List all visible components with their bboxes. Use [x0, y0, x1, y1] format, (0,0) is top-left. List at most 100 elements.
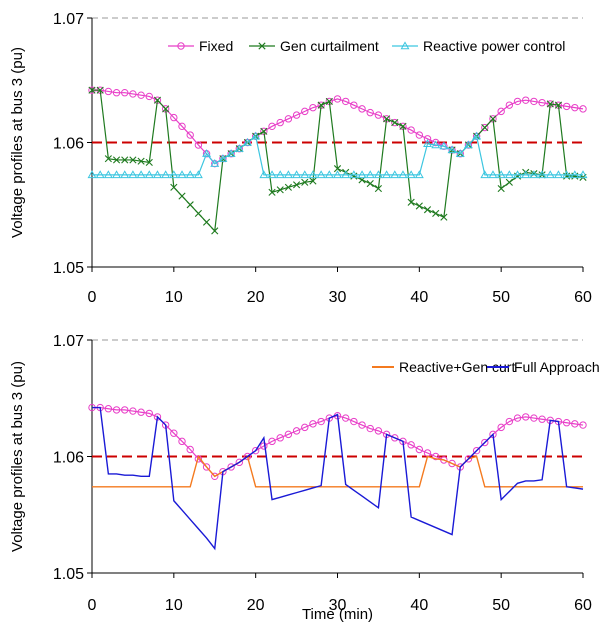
data-point	[538, 98, 546, 107]
data-point	[276, 434, 284, 442]
data-point	[284, 183, 292, 191]
data-point	[504, 170, 514, 179]
data-point	[571, 103, 579, 112]
data-point	[96, 86, 104, 94]
data-point	[391, 434, 399, 442]
data-point	[144, 170, 154, 179]
data-point	[472, 131, 482, 140]
data-point	[415, 202, 423, 210]
x-tick-label: 20	[247, 597, 265, 614]
x-tick-label: 30	[329, 597, 347, 614]
data-point	[579, 421, 587, 429]
data-point	[178, 437, 186, 446]
data-point	[87, 170, 97, 179]
data-point	[513, 172, 522, 180]
legend-label: Reactive power control	[423, 38, 565, 54]
data-point	[251, 446, 260, 455]
data-point	[193, 170, 203, 179]
chart-top: 1.05 1.06 1.07 0 10 20 30 40 50 60 Voltage profile…	[9, 11, 592, 306]
data-point	[341, 414, 350, 422]
data-point	[292, 427, 301, 435]
data-point	[407, 441, 415, 449]
data-point	[234, 144, 244, 152]
x-tick-label: 10	[165, 289, 183, 306]
data-point	[505, 178, 513, 186]
data-point	[243, 137, 252, 146]
data-point	[415, 131, 424, 139]
data-point	[432, 209, 440, 218]
y-tick-label: 1.05	[53, 566, 84, 583]
data-point	[505, 101, 514, 109]
data-point	[309, 103, 317, 112]
data-point	[316, 170, 326, 179]
data-point	[423, 206, 432, 214]
data-point	[522, 413, 530, 421]
x-tick-label: 0	[88, 289, 97, 306]
x-tick-label: 50	[492, 289, 510, 306]
data-point	[481, 438, 489, 447]
data-point	[374, 111, 383, 119]
data-point	[570, 170, 580, 179]
data-point	[391, 118, 399, 127]
data-point	[333, 95, 342, 103]
data-point	[104, 405, 113, 413]
data-point	[578, 170, 588, 179]
data-point	[210, 159, 220, 167]
data-point	[186, 445, 194, 454]
data-point	[497, 423, 505, 432]
data-point	[170, 183, 178, 191]
data-point	[309, 420, 317, 428]
data-point	[300, 170, 310, 179]
data-point	[374, 184, 383, 193]
data-point	[423, 139, 432, 147]
data-point	[276, 118, 284, 127]
data-point	[530, 414, 538, 422]
data-point	[350, 172, 358, 180]
data-point	[415, 445, 424, 454]
series-reactive-gen-curt	[92, 454, 583, 488]
data-point	[308, 170, 318, 179]
data-point	[480, 170, 490, 179]
data-point	[178, 192, 186, 200]
series-line	[92, 454, 583, 488]
data-point	[496, 170, 506, 179]
data-point	[284, 115, 293, 123]
data-point	[251, 131, 261, 140]
data-point	[186, 201, 194, 209]
data-point	[432, 138, 440, 147]
data-point	[431, 140, 441, 149]
data-point	[185, 170, 195, 179]
data-point	[481, 123, 489, 132]
data-point	[341, 170, 351, 179]
data-point	[341, 97, 350, 106]
data-point	[275, 170, 285, 179]
data-point	[414, 170, 424, 179]
data-point	[562, 102, 571, 111]
data-point	[562, 170, 572, 179]
y-tick-label: 1.06	[53, 136, 84, 153]
y-axis-label: Voltage profiles at bus 3 (pu)	[9, 47, 26, 238]
data-point	[129, 407, 137, 415]
data-point	[398, 170, 408, 179]
data-point	[284, 430, 293, 439]
data-point	[358, 105, 366, 113]
data-point	[260, 127, 268, 135]
x-tick-label: 40	[410, 597, 428, 614]
y-tick-label: 1.06	[53, 450, 84, 467]
data-point	[357, 170, 367, 179]
x-tick-label: 30	[329, 289, 347, 306]
y-axis-label: Voltage profiles at bus 3 (pu)	[9, 361, 26, 552]
data-point	[366, 108, 374, 117]
legend-marker	[400, 41, 410, 50]
data-point	[497, 107, 505, 116]
legend-item: Gen curtailment	[249, 38, 379, 54]
data-point	[324, 170, 334, 179]
series-full-approach	[92, 406, 584, 551]
data-point	[349, 170, 359, 179]
series-line	[92, 89, 584, 165]
data-point	[538, 415, 546, 423]
data-point	[145, 92, 153, 101]
data-point	[309, 177, 317, 185]
data-point	[121, 89, 129, 97]
data-point	[546, 100, 554, 108]
